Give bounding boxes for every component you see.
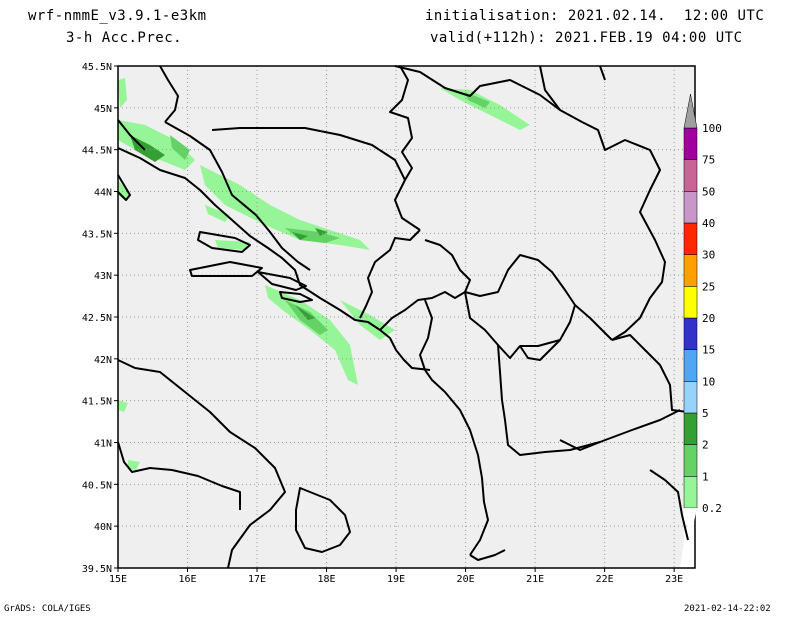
colorbar-swatch [683, 412, 698, 445]
lat-tick-label: 41N [94, 439, 112, 450]
lat-tick-label: 41.5N [82, 397, 112, 408]
lat-tick-label: 42N [94, 355, 112, 366]
colorbar-label: 40 [702, 217, 715, 230]
colorbar-swatch [683, 127, 698, 160]
coastlines-borders [117, 65, 689, 569]
colorbar-under-wedge [684, 508, 697, 538]
lon-tick-label: 17E [248, 574, 266, 585]
colorbar-label: 30 [702, 249, 715, 262]
colorbar-swatch [683, 349, 698, 382]
lat-tick-label: 43.5N [82, 229, 112, 240]
lon-tick-label: 15E [109, 574, 127, 585]
lat-tick-label: 44.5N [82, 146, 112, 157]
colorbar-swatch [683, 93, 698, 129]
lat-tick-label: 40N [94, 522, 112, 533]
colorbar-label: 20 [702, 312, 715, 325]
lon-tick-label: 16E [178, 574, 196, 585]
creation-timestamp: 2021-02-14-22:02 [684, 604, 771, 614]
colorbar-swatch [683, 444, 698, 477]
lon-tick-label: 19E [387, 574, 405, 585]
lat-tick-label: 43N [94, 271, 112, 282]
lat-tick-label: 40.5N [82, 480, 112, 491]
colorbar-swatch [683, 381, 698, 414]
lon-tick-label: 18E [318, 574, 336, 585]
colorbar-label: 100 [702, 122, 722, 135]
colorbar-label: 1 [702, 470, 709, 483]
colorbar-label: 0.2 [702, 502, 722, 515]
colorbar-swatch [683, 159, 698, 192]
colorbar-label: 25 [702, 280, 715, 293]
colorbar-label: 50 [702, 185, 715, 198]
lat-tick-label: 45N [94, 104, 112, 115]
lon-tick-label: 23E [665, 574, 683, 585]
colorbar-swatch [683, 317, 698, 350]
initialisation-time: initialisation: 2021.02.14. 12:00 UTC [425, 8, 765, 24]
grads-credit: GrADS: COLA/IGES [4, 604, 91, 614]
colorbar-label: 75 [702, 154, 715, 167]
colorbar-swatch [683, 191, 698, 224]
lon-tick-label: 22E [596, 574, 614, 585]
map-grid [118, 66, 695, 568]
colorbar-label: 15 [702, 344, 715, 357]
colorbar-swatch [683, 254, 698, 287]
colorbar-swatch [683, 222, 698, 255]
latitude-axis: 45.5N 45N 44.5N 44N 43.5N 43N 42.5N 42N 41.5N 41N… [82, 62, 118, 575]
product-title: 3-h Acc.Prec. [66, 30, 183, 46]
colorbar-label: 10 [702, 375, 715, 388]
colorbar-swatch [683, 286, 698, 319]
lat-tick-label: 45.5N [82, 62, 112, 73]
lat-tick-label: 44N [94, 188, 112, 199]
colorbar-label: 2 [702, 439, 709, 452]
valid-time: valid(+112h): 2021.FEB.19 04:00 UTC [430, 30, 743, 46]
lat-tick-label: 39.5N [82, 564, 112, 575]
longitude-axis: 15E 16E 17E 18E 19E 20E 21E 22E 23E [109, 568, 683, 585]
colorbar-swatch [683, 476, 698, 509]
colorbar-label: 5 [702, 407, 709, 420]
model-title: wrf-nmmE_v3.9.1-e3km [28, 8, 207, 24]
lon-tick-label: 20E [457, 574, 475, 585]
lat-tick-label: 42.5N [82, 313, 112, 324]
lon-tick-label: 21E [526, 574, 544, 585]
